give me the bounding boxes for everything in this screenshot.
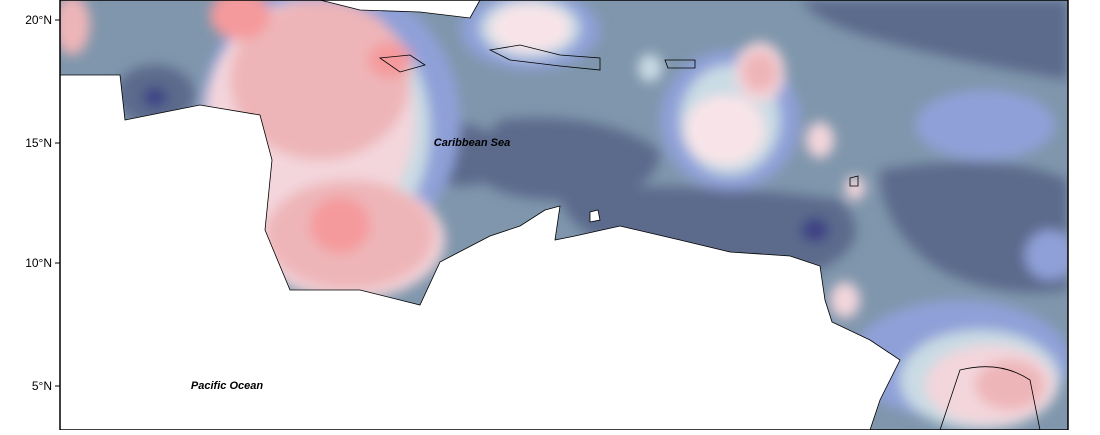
y-tick-label: 10°N bbox=[25, 256, 52, 270]
y-tick-label: 5°N bbox=[32, 379, 52, 393]
data-field bbox=[60, 0, 1068, 430]
y-tick-label: 20°N bbox=[25, 13, 52, 27]
y-axis: 20°N 15°N 10°N 5°N bbox=[25, 13, 60, 393]
y-tick-label: 15°N bbox=[25, 136, 52, 150]
sea-label: Caribbean Sea bbox=[434, 137, 510, 149]
ocean-label: Pacific Ocean bbox=[191, 380, 263, 392]
